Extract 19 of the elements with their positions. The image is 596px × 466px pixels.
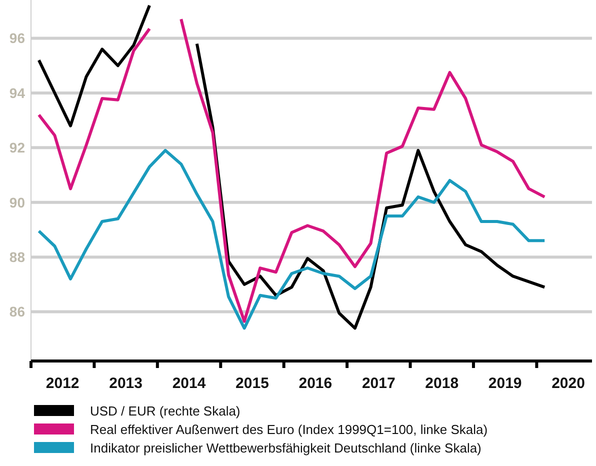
line-series xyxy=(37,148,546,330)
x-tick-label: 2013 xyxy=(109,375,143,392)
legend-label: Real effektiver Außenwert des Euro (Index 1999Q1=100, linke Skala) xyxy=(90,422,488,438)
x-tick-label: 2018 xyxy=(425,375,459,392)
y-tick-label: 96 xyxy=(9,30,26,46)
legend-label: USD / EUR (rechte Skala) xyxy=(90,404,240,419)
x-tick-label: 2012 xyxy=(46,375,80,392)
x-tick-label: 2016 xyxy=(298,375,332,392)
x-tick-label: 2014 xyxy=(172,375,206,392)
x-tick-label: 2020 xyxy=(552,375,585,392)
y-tick-label: 88 xyxy=(9,248,26,265)
y-tick-label: 94 xyxy=(9,84,26,101)
y-tick-label: 92 xyxy=(9,140,26,156)
y-tick-label: 90 xyxy=(9,194,26,210)
x-tick-label: 2019 xyxy=(488,375,522,392)
y-tick-label: 86 xyxy=(9,304,26,320)
x-tick-label: 2015 xyxy=(236,375,269,392)
x-tick-label: 2017 xyxy=(362,375,396,392)
legend-label: Indikator preislicher Wettbewerbsfähigkeit Deutschland (linke Skala) xyxy=(90,440,482,456)
